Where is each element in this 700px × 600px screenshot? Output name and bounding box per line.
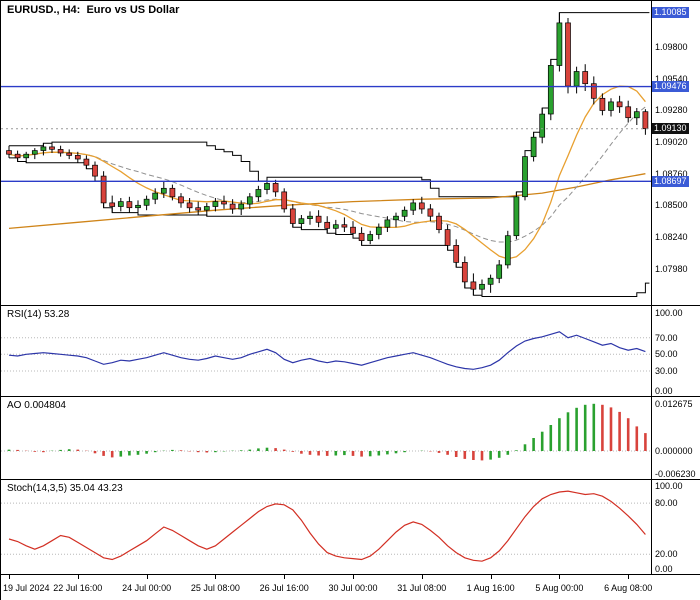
axis-tick-label: 1.09020 bbox=[655, 137, 688, 148]
sma-slow-line bbox=[8, 173, 646, 230]
rsi-axis: 100.00 70.00 50.00 30.00 0.00 bbox=[652, 306, 700, 396]
axis-tick-label: 1.09800 bbox=[655, 42, 688, 53]
ao-panel[interactable]: AO 0.004804 0.012675 0.000000 -0.006230 bbox=[1, 397, 700, 480]
axis-tick-label: 0.00 bbox=[655, 386, 673, 396]
time-label: 19 Jul 2024 bbox=[3, 583, 50, 593]
axis-tick-label: -0.006230 bbox=[655, 469, 696, 479]
time-tick bbox=[284, 575, 286, 579]
time-label: 6 Aug 08:00 bbox=[604, 583, 653, 593]
rsi-plot[interactable] bbox=[1, 306, 651, 396]
axis-tick-label: 0.00 bbox=[655, 564, 673, 574]
axis-tick-label: 1.08760 bbox=[655, 168, 688, 179]
sma-mid-line bbox=[8, 106, 646, 243]
axis-tick-label: 1.07980 bbox=[655, 263, 688, 274]
time-tick bbox=[9, 575, 10, 579]
ao-label: AO 0.004804 bbox=[7, 400, 66, 411]
time-label: 25 Jul 08:00 bbox=[190, 583, 240, 593]
ao-histogram bbox=[7, 403, 647, 461]
time-tick bbox=[215, 575, 217, 579]
axis-tick-label: 30.00 bbox=[655, 366, 678, 376]
time-label: 5 Aug 00:00 bbox=[535, 583, 584, 593]
price-badge: 1.10085 bbox=[652, 7, 689, 19]
rsi-line bbox=[8, 331, 646, 370]
axis-tick-label: 100.00 bbox=[655, 307, 683, 318]
axis-tick-label: 100.00 bbox=[655, 480, 683, 491]
ao-plot[interactable] bbox=[1, 397, 651, 479]
sma-fast-line bbox=[8, 85, 646, 260]
chart-title: EURUSD., H4: Euro vs US Dollar bbox=[7, 4, 180, 16]
price-badge: 1.09476 bbox=[652, 81, 689, 93]
axis-tick-label: 70.00 bbox=[655, 332, 678, 343]
time-tick bbox=[628, 575, 630, 579]
time-tick bbox=[421, 575, 423, 579]
axis-tick-label: 20.00 bbox=[655, 549, 678, 560]
time-tick bbox=[490, 575, 492, 579]
axis-separator bbox=[651, 1, 652, 575]
time-axis[interactable]: 19 Jul 2024 22 Jul 16:00 24 Jul 00:00 25 Ju… bbox=[1, 575, 700, 600]
stoch-line bbox=[8, 490, 646, 562]
time-label: 31 Jul 08:00 bbox=[397, 583, 447, 593]
ao-axis: 0.012675 0.000000 -0.006230 bbox=[652, 397, 700, 479]
stochastic-panel[interactable]: Stoch(14,3,5) 35.04 43.23 100.00 80.00 20.… bbox=[1, 480, 700, 575]
main-chart-panel[interactable]: EURUSD., H4: Euro vs US Dollar 1.09800 1.… bbox=[1, 1, 700, 306]
main-price-axis: 1.09800 1.09540 1.09280 1.09020 1.08760 1.085… bbox=[652, 1, 700, 305]
rsi-label: RSI(14) 53.28 bbox=[7, 309, 70, 320]
time-tick bbox=[353, 575, 354, 579]
axis-tick-label: 1.08500 bbox=[655, 200, 688, 211]
axis-tick-label: 1.09280 bbox=[655, 105, 688, 116]
stochastic-plot[interactable] bbox=[1, 480, 651, 574]
axis-tick-label: 1.08240 bbox=[655, 231, 688, 242]
time-label: 26 Jul 16:00 bbox=[259, 583, 309, 593]
candles-layer bbox=[6, 12, 649, 297]
axis-tick-label: 0.012675 bbox=[655, 398, 693, 409]
time-tick bbox=[146, 575, 148, 579]
price-badge: 1.08697 bbox=[652, 175, 689, 187]
time-label: 1 Aug 16:00 bbox=[466, 583, 515, 593]
axis-tick-label: 1.09540 bbox=[655, 73, 688, 84]
price-badge: 1.09130 bbox=[652, 123, 689, 135]
time-label: 24 Jul 00:00 bbox=[122, 583, 172, 593]
rsi-panel[interactable]: RSI(14) 53.28 100.00 70.00 50.00 30.00 0.00 bbox=[1, 306, 700, 397]
time-tick bbox=[559, 575, 561, 579]
time-label: 30 Jul 00:00 bbox=[328, 583, 378, 593]
axis-tick-label: 0.000000 bbox=[655, 446, 693, 457]
axis-tick-label: 80.00 bbox=[655, 498, 678, 509]
time-tick bbox=[77, 575, 79, 579]
stochastic-axis: 100.00 80.00 20.00 0.00 bbox=[652, 480, 700, 574]
candlestick-plot[interactable] bbox=[1, 1, 651, 305]
axis-tick-label: 50.00 bbox=[655, 349, 678, 360]
time-label: 22 Jul 16:00 bbox=[53, 583, 103, 593]
stochastic-label: Stoch(14,3,5) 35.04 43.23 bbox=[7, 483, 123, 494]
